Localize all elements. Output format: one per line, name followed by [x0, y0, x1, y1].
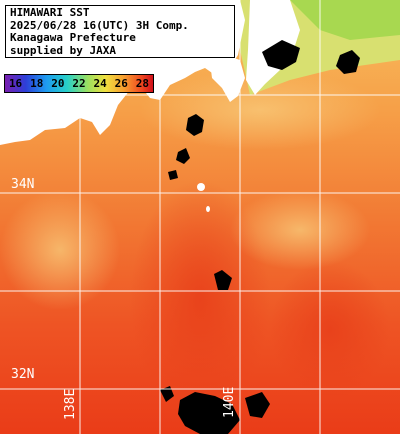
info-credit: supplied by JAXA	[10, 43, 116, 57]
cloud-northeast	[336, 50, 360, 74]
island-niijima	[206, 206, 210, 212]
land-boso-peninsula	[210, 55, 245, 102]
legend-tick: 28	[135, 77, 150, 90]
lon-label-138e: 138E	[63, 388, 78, 420]
cloud-near-oshima	[186, 114, 204, 136]
cool-water-west	[0, 190, 120, 310]
cloud-south-west	[160, 386, 174, 402]
cloud-patch-a	[176, 148, 190, 164]
info-timestamp: 2025/06/28 16(UTC) 3H Comp.	[10, 18, 189, 32]
lon-label-140e: 140E	[222, 386, 237, 418]
cloud-north-coast	[262, 40, 300, 70]
island-toshima	[197, 183, 205, 191]
legend-tick: 18	[30, 77, 44, 90]
cloud-patch-b	[168, 170, 178, 180]
cool-water-east	[230, 190, 370, 270]
cloud-south	[178, 392, 240, 434]
lat-label-32n: 32N	[11, 367, 35, 382]
warm-water-east	[270, 260, 390, 400]
info-title: HIMAWARI SST	[10, 6, 90, 19]
cloud-patch-c	[214, 270, 232, 290]
legend-tick: 22	[72, 77, 86, 90]
legend-tick: 24	[93, 77, 107, 90]
legend-tick: 26	[114, 77, 128, 90]
info-box: HIMAWARI SST 2025/06/28 16(UTC) 3H Comp.…	[5, 5, 235, 58]
legend-tick: 16	[8, 77, 23, 90]
info-region: Kanagawa Prefecture	[10, 31, 136, 44]
coastal-green-water	[290, 0, 400, 40]
temperature-legend: 16 18 20 22 24 26 28	[4, 74, 154, 93]
cloud-south-east	[245, 392, 270, 418]
legend-tick: 20	[51, 77, 65, 90]
lat-label-34n: 34N	[11, 177, 35, 192]
